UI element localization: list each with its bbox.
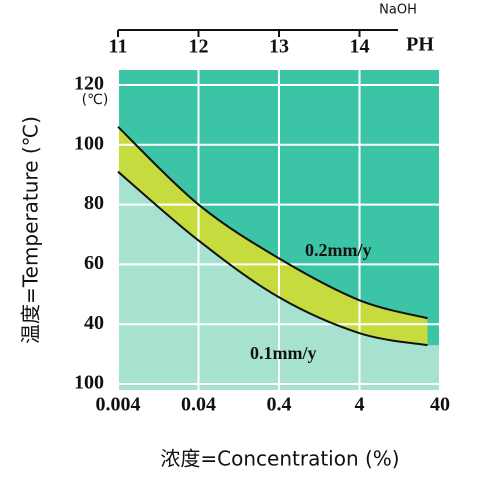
y-axis-label: 温度=Temperature (℃) [19,116,43,344]
x-axis-label: 浓度=Concentration (%) [160,447,399,471]
line [117,126,428,320]
y-tick-label: 120 [74,73,104,95]
x-tick-label: 0.004 [96,394,141,416]
x2-tick-label: 13 [269,36,289,58]
line [117,170,428,347]
top-label: NaOH [379,3,417,18]
x2-tick-label: 11 [109,36,128,58]
y-tick-label: 100 [74,372,104,394]
x2-tick-label: 12 [189,36,209,58]
y-tick-label: 40 [84,312,104,334]
y-tick-label: 100 [74,132,104,154]
x-tick-label: 4 [355,394,365,416]
y-tick-label: 60 [84,252,104,274]
series-label: 0.2mm/y [305,240,372,260]
x-tick-label: 40 [430,394,450,416]
x-tick-label: 0.4 [267,394,292,416]
y-tick-label: 80 [84,192,104,214]
x2-label: PH [406,34,434,56]
y-unit: (℃) [82,92,109,108]
x2-tick-label: 14 [350,36,370,58]
series-label: 0.1mm/y [250,343,317,363]
x-tick-label: 0.04 [181,394,216,416]
